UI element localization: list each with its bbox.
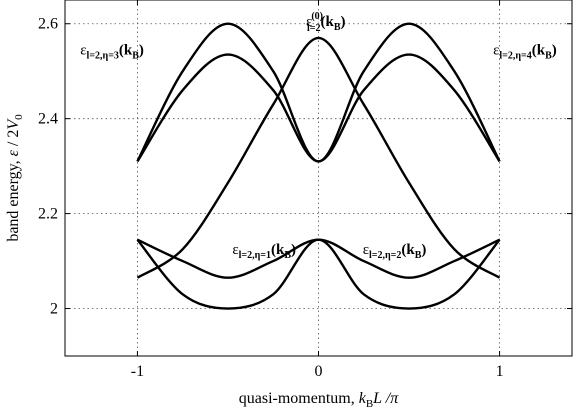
band-curve-4 — [136, 238, 501, 310]
band-label-4: εl=2,η=1(kB) — [232, 242, 296, 261]
grid-lines — [65, 0, 572, 356]
x-axis-label: quasi-momentum, kBL /π — [239, 390, 400, 409]
band-label-2: ε(0) l=2(kB) — [306, 11, 345, 34]
y-tick-label: 2.4 — [38, 111, 58, 128]
band-curve-5 — [136, 36, 501, 279]
y-tick-label: 2.6 — [38, 16, 58, 33]
band-curves — [136, 22, 501, 310]
band-curve-3 — [136, 238, 501, 279]
y-tick-label: 2 — [50, 301, 58, 318]
x-tick-label: 1 — [496, 363, 504, 380]
axis-ticks: -1 0 1 2 2.2 2.4 2.6 — [38, 0, 572, 380]
band-annotations: εl=2,η=3(kB) ε(0) l=2(kB) εl=2,η=4(kB) εl=2,… — [80, 11, 557, 261]
y-axis-label: band energy, ε / 2V0 — [5, 114, 25, 242]
band-label-3: εl=2,η=4(kB) — [493, 43, 557, 62]
x-tick-label: -1 — [131, 363, 144, 380]
x-tick-label: 0 — [315, 363, 323, 380]
band-label-1: εl=2,η=3(kB) — [80, 43, 144, 62]
band-curve-2 — [136, 53, 501, 163]
band-label-5: εl=2,η=2(kB) — [363, 242, 427, 261]
y-tick-label: 2.2 — [38, 206, 58, 223]
